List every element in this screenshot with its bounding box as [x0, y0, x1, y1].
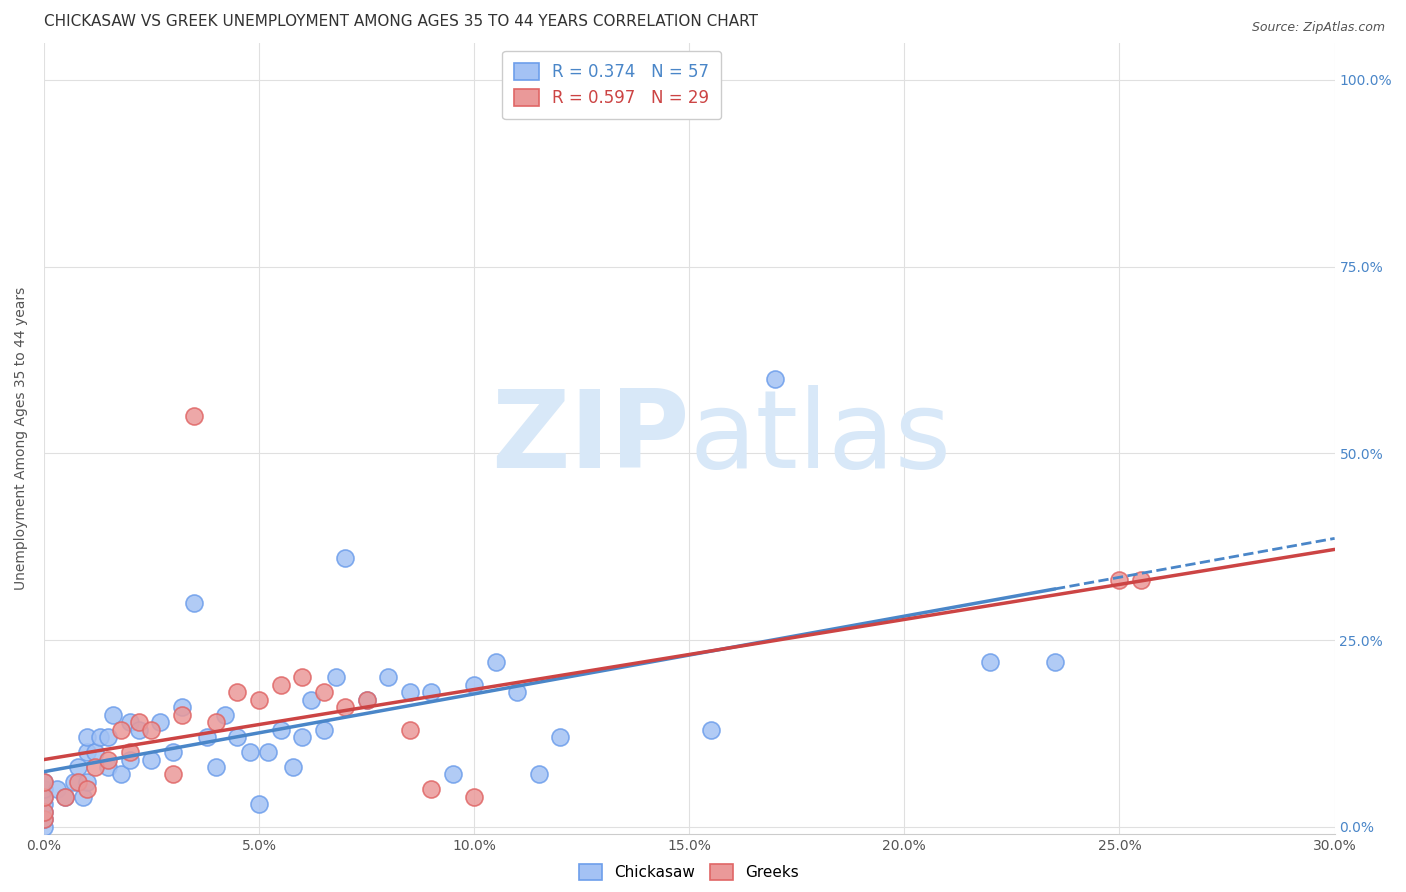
Point	[110, 767, 132, 781]
Point	[463, 678, 485, 692]
Point	[1108, 574, 1130, 588]
Point	[195, 730, 218, 744]
Point	[548, 730, 571, 744]
Point	[299, 693, 322, 707]
Point	[239, 745, 262, 759]
Point	[32, 782, 55, 797]
Point	[247, 797, 270, 812]
Point	[76, 730, 98, 744]
Point	[356, 693, 378, 707]
Point	[420, 782, 443, 797]
Point	[162, 745, 184, 759]
Point	[463, 789, 485, 804]
Point	[1043, 656, 1066, 670]
Point	[32, 775, 55, 789]
Point	[398, 723, 420, 737]
Point	[101, 707, 124, 722]
Point	[170, 700, 193, 714]
Point	[45, 782, 67, 797]
Point	[32, 789, 55, 804]
Point	[441, 767, 464, 781]
Point	[398, 685, 420, 699]
Point	[118, 745, 141, 759]
Point	[76, 745, 98, 759]
Point	[312, 685, 335, 699]
Point	[72, 789, 94, 804]
Point	[84, 760, 107, 774]
Point	[763, 371, 786, 385]
Point	[270, 678, 292, 692]
Point	[53, 789, 76, 804]
Point	[128, 715, 150, 730]
Point	[63, 775, 86, 789]
Point	[110, 723, 132, 737]
Point	[67, 760, 90, 774]
Point	[32, 805, 55, 819]
Point	[32, 797, 55, 812]
Point	[32, 820, 55, 834]
Point	[84, 745, 107, 759]
Text: CHICKASAW VS GREEK UNEMPLOYMENT AMONG AGES 35 TO 44 YEARS CORRELATION CHART: CHICKASAW VS GREEK UNEMPLOYMENT AMONG AG…	[44, 14, 758, 29]
Point	[247, 693, 270, 707]
Point	[291, 730, 314, 744]
Point	[97, 753, 120, 767]
Point	[506, 685, 529, 699]
Point	[226, 685, 249, 699]
Point	[214, 707, 236, 722]
Point	[32, 812, 55, 826]
Point	[149, 715, 172, 730]
Point	[270, 723, 292, 737]
Point	[283, 760, 305, 774]
Point	[333, 550, 356, 565]
Point	[170, 707, 193, 722]
Point	[979, 656, 1001, 670]
Point	[141, 753, 163, 767]
Point	[291, 670, 314, 684]
Point	[53, 789, 76, 804]
Y-axis label: Unemployment Among Ages 35 to 44 years: Unemployment Among Ages 35 to 44 years	[14, 286, 28, 590]
Point	[377, 670, 399, 684]
Text: atlas: atlas	[689, 385, 952, 491]
Point	[76, 775, 98, 789]
Point	[118, 715, 141, 730]
Point	[141, 723, 163, 737]
Point	[76, 782, 98, 797]
Point	[205, 715, 228, 730]
Point	[420, 685, 443, 699]
Point	[183, 596, 205, 610]
Point	[32, 789, 55, 804]
Point	[183, 409, 205, 423]
Point	[128, 723, 150, 737]
Point	[333, 700, 356, 714]
Point	[700, 723, 723, 737]
Point	[162, 767, 184, 781]
Point	[256, 745, 278, 759]
Point	[32, 812, 55, 826]
Point	[356, 693, 378, 707]
Point	[485, 656, 508, 670]
Point	[32, 805, 55, 819]
Point	[1130, 574, 1153, 588]
Point	[527, 767, 550, 781]
Point	[97, 730, 120, 744]
Legend: Chickasaw, Greeks: Chickasaw, Greeks	[574, 858, 806, 886]
Point	[226, 730, 249, 744]
Point	[118, 753, 141, 767]
Point	[89, 730, 111, 744]
Point	[205, 760, 228, 774]
Point	[97, 760, 120, 774]
Point	[312, 723, 335, 737]
Point	[67, 775, 90, 789]
Point	[32, 775, 55, 789]
Text: ZIP: ZIP	[491, 385, 689, 491]
Point	[325, 670, 347, 684]
Text: Source: ZipAtlas.com: Source: ZipAtlas.com	[1251, 21, 1385, 34]
